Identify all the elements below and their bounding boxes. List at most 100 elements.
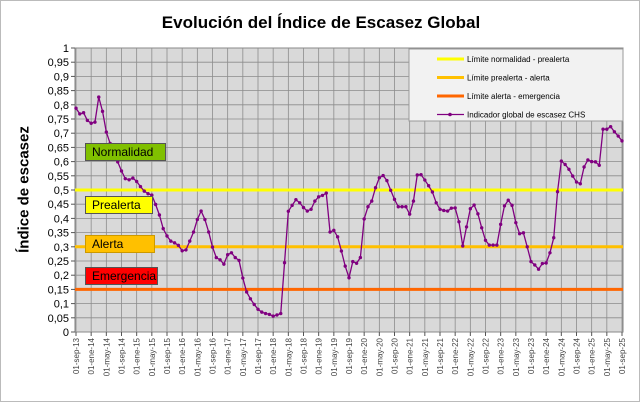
x-tick-label: 01-may-19 [330, 337, 339, 376]
data-point [286, 209, 291, 213]
y-tick-label: 0,8 [54, 100, 69, 112]
data-point [180, 249, 184, 253]
data-point [407, 212, 412, 216]
data-point [582, 165, 586, 169]
data-point [263, 311, 268, 316]
data-point [521, 231, 526, 235]
data-point [309, 207, 313, 212]
x-tick-label: 01-sep-16 [209, 337, 218, 374]
y-tick-label: 0,7 [54, 128, 69, 140]
x-tick-label: 01-sep-22 [482, 337, 491, 374]
data-point [176, 243, 181, 248]
data-point [559, 159, 564, 163]
data-point [93, 120, 97, 124]
x-tick-label: 01-ene-14 [87, 337, 96, 374]
data-point [578, 182, 582, 186]
x-tick-label: 01-ene-17 [224, 337, 233, 374]
data-point [150, 193, 154, 197]
data-point [366, 205, 370, 209]
data-point [483, 238, 488, 242]
data-point [601, 127, 605, 131]
data-point [146, 191, 150, 196]
data-point [275, 313, 279, 317]
y-tick-label: 0,65 [48, 142, 69, 154]
data-point [100, 109, 105, 114]
data-point [191, 230, 196, 234]
x-tick-label: 01-may-25 [603, 337, 612, 376]
data-point [81, 111, 86, 115]
data-point [620, 139, 624, 143]
data-point [313, 199, 317, 203]
y-tick-label: 0,55 [48, 171, 69, 183]
x-tick-label: 01-may-24 [557, 337, 566, 376]
x-tick-label: 01-may-20 [375, 337, 384, 376]
data-point [267, 312, 272, 317]
data-point [207, 230, 211, 234]
data-point [97, 95, 101, 99]
legend-label: Límite alerta - emergencia [467, 92, 560, 101]
data-point [161, 226, 165, 231]
data-point [256, 307, 260, 311]
x-tick-label: 01-sep-23 [527, 337, 536, 374]
data-point [260, 310, 264, 314]
data-point [358, 255, 363, 260]
data-point [589, 159, 594, 164]
y-tick-label: 0,3 [54, 242, 69, 254]
data-point [343, 264, 347, 268]
data-point [567, 167, 571, 171]
data-point [426, 184, 431, 188]
data-point [502, 204, 507, 208]
data-point [316, 195, 321, 199]
data-point [385, 178, 389, 183]
x-tick-label: 01-sep-14 [118, 337, 127, 374]
x-tick-label: 01-sep-17 [254, 337, 263, 374]
data-point [89, 121, 93, 125]
data-point [555, 190, 560, 194]
data-point [123, 176, 127, 181]
data-point [377, 176, 382, 180]
x-tick-label: 01-ene-23 [497, 337, 506, 374]
data-point [548, 251, 552, 255]
data-point [593, 160, 598, 164]
level-label-prealerta: Prealerta [85, 196, 153, 214]
data-point [347, 276, 351, 280]
data-point [510, 203, 514, 208]
x-tick-label: 01-ene-22 [451, 337, 460, 374]
data-point [203, 217, 207, 222]
data-point [153, 202, 158, 207]
x-tick-label: 01-ene-20 [360, 337, 369, 374]
x-tick-label: 01-sep-18 [300, 337, 309, 374]
x-tick-label: 01-sep-19 [345, 337, 354, 374]
x-tick-label: 01-may-15 [148, 337, 157, 376]
data-point [415, 173, 419, 177]
data-point [605, 127, 609, 131]
x-tick-label: 01-ene-19 [315, 337, 324, 374]
data-point [411, 199, 416, 203]
data-point [438, 207, 442, 212]
data-point [271, 314, 275, 318]
data-point [468, 207, 473, 211]
legend-label: Indicador global de escasez CHS [467, 111, 585, 120]
data-point [506, 198, 510, 202]
x-tick-label: 01-may-18 [284, 337, 293, 376]
y-tick-label: 0,25 [48, 256, 69, 268]
data-point [252, 302, 256, 307]
data-point [571, 174, 575, 178]
data-point [442, 208, 446, 213]
data-point [563, 162, 567, 167]
data-point [248, 297, 253, 301]
x-tick-label: 01-sep-15 [163, 337, 172, 374]
y-tick-label: 0,9 [54, 71, 69, 83]
x-tick-label: 01-sep-24 [573, 337, 582, 374]
data-point [529, 259, 533, 264]
x-tick-label: 01-ene-25 [588, 337, 597, 374]
data-point [214, 255, 218, 260]
legend-marker [448, 112, 452, 117]
data-point [104, 130, 109, 134]
data-point [188, 239, 192, 243]
x-tick-label: 01-ene-21 [406, 337, 415, 374]
data-point [552, 236, 556, 240]
data-point [400, 205, 404, 209]
y-tick-label: 0,75 [48, 114, 69, 126]
